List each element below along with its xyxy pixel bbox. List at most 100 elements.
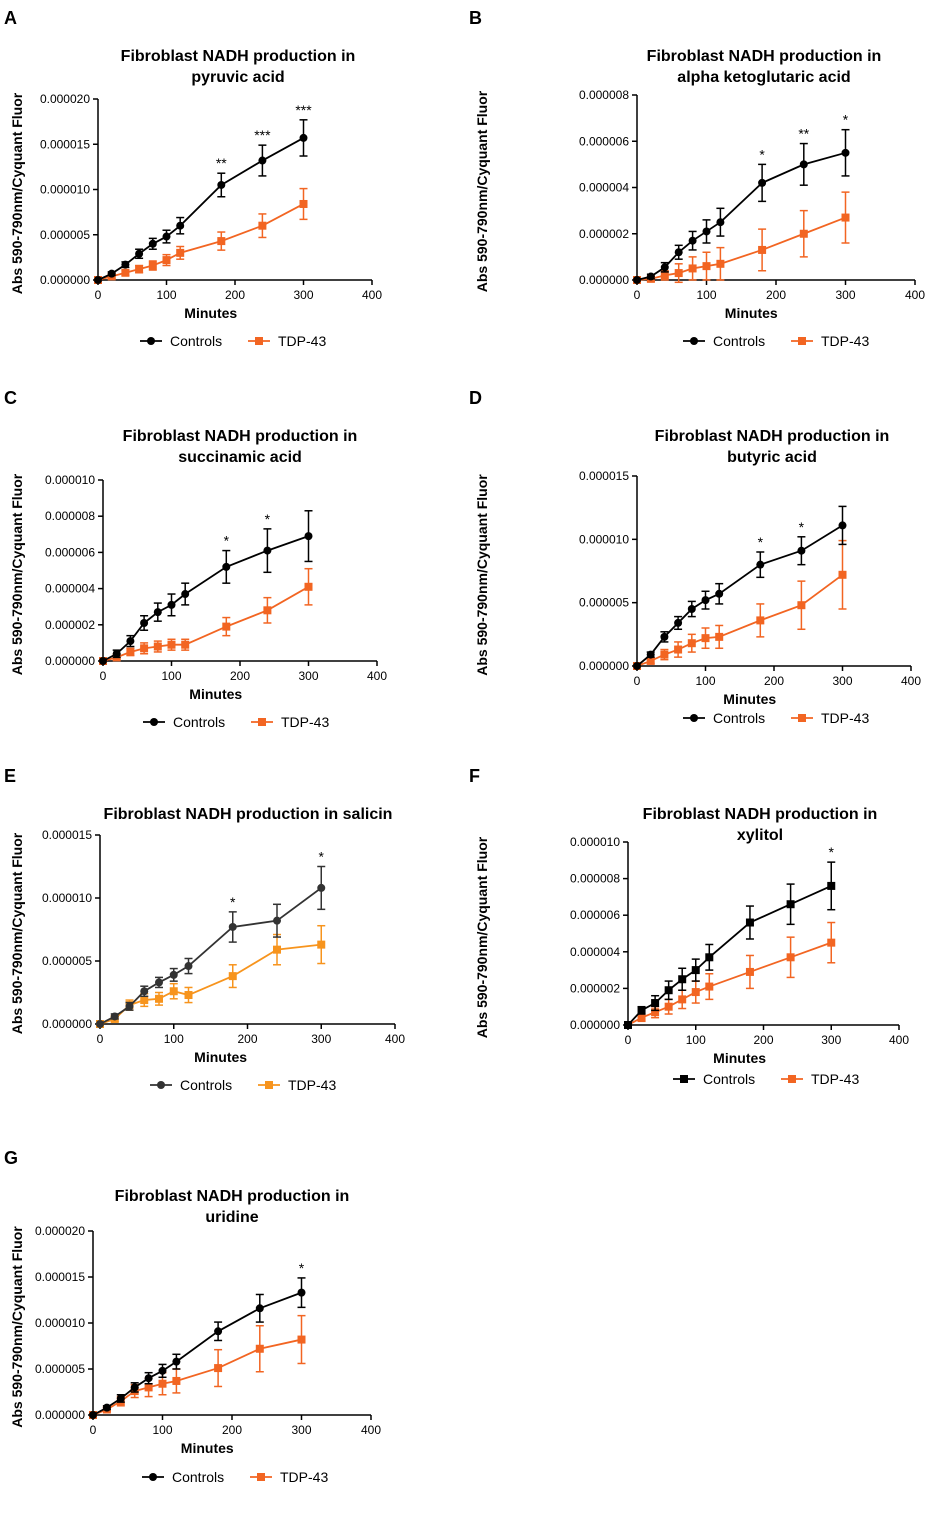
- data-point-tdp-43: [651, 1008, 660, 1017]
- panel-letter: F: [469, 766, 480, 786]
- y-tick-label: 0.000005: [579, 596, 629, 610]
- y-tick-label: 0.000020: [40, 92, 90, 106]
- significance-annotation: *: [319, 849, 325, 865]
- legend-label-tdp-43: TDP-43: [280, 1469, 328, 1485]
- data-point-controls: [660, 632, 669, 641]
- data-point-tdp-43: [304, 582, 313, 591]
- y-tick-label: 0.000004: [570, 945, 620, 959]
- data-point-controls: [745, 918, 754, 927]
- panel-letter: E: [4, 766, 17, 786]
- x-tick-label: 300: [821, 1033, 841, 1047]
- legend-marker-controls: [157, 1081, 165, 1089]
- chart-title-line: Fibroblast NADH production in: [654, 428, 890, 445]
- x-axis-label: Minutes: [184, 305, 237, 321]
- data-point-controls: [112, 649, 121, 658]
- data-point-controls: [140, 618, 149, 627]
- y-tick-label: 0.000000: [579, 659, 629, 673]
- chart-panel-g: G Fibroblast NADH production in uridine 0 10…: [0, 1148, 460, 1516]
- x-tick-label: 300: [293, 288, 313, 302]
- significance-annotation: **: [216, 155, 227, 171]
- data-point-tdp-43: [691, 988, 700, 997]
- series-line-tdp-43: [99, 943, 322, 1025]
- significance-annotation: *: [758, 534, 764, 550]
- y-tick-label: 0.000010: [579, 532, 629, 546]
- legend-marker-controls: [690, 714, 698, 722]
- panel-letter: B: [469, 8, 482, 28]
- data-point-controls: [841, 148, 850, 157]
- chart-panel-a: A Fibroblast NADH production in pyruvic ac…: [0, 8, 460, 376]
- chart-svg-b: 0 100 200 300 400 0.000000 0.000002 0.000004 0.0…: [474, 88, 925, 349]
- data-point-controls: [317, 883, 326, 892]
- data-point-tdp-43: [228, 972, 237, 981]
- data-point-tdp-43: [660, 650, 669, 659]
- y-tick-label: 0.000015: [40, 137, 90, 151]
- legend-marker-tdp-43: [265, 1081, 273, 1089]
- data-point-controls: [674, 618, 683, 627]
- data-point-controls: [827, 881, 836, 890]
- data-point-controls: [116, 1394, 125, 1403]
- data-point-tdp-43: [715, 632, 724, 641]
- data-point-controls: [217, 180, 226, 189]
- chart-title-line: Fibroblast NADH production in: [122, 428, 358, 445]
- data-point-controls: [94, 276, 102, 284]
- data-point-tdp-43: [214, 1364, 223, 1373]
- significance-annotation: **: [798, 126, 809, 142]
- data-point-controls: [135, 249, 144, 258]
- data-point-tdp-43: [646, 656, 655, 665]
- x-tick-label: 300: [835, 288, 855, 302]
- x-tick-label: 100: [695, 674, 715, 688]
- data-point-controls: [786, 900, 795, 909]
- data-point-controls: [255, 1304, 264, 1313]
- data-point-tdp-43: [797, 601, 806, 610]
- y-tick-label: 0.000002: [45, 618, 95, 632]
- chart-title: Fibroblast NADH production in uridine: [32, 1186, 432, 1228]
- chart-title: Fibroblast NADH production in succinamic …: [40, 426, 440, 468]
- data-point-controls: [96, 1020, 104, 1028]
- x-tick-label: 200: [230, 669, 250, 683]
- data-point-controls: [715, 589, 724, 598]
- data-point-tdp-43: [827, 938, 836, 947]
- legend-marker-controls: [680, 1075, 688, 1083]
- y-tick-label: 0.000005: [35, 1362, 85, 1376]
- data-point-controls: [687, 605, 696, 613]
- y-tick-label: 0.000008: [45, 509, 95, 523]
- legend-label-tdp-43: TDP-43: [811, 1071, 859, 1087]
- data-point-controls: [172, 1357, 181, 1366]
- y-tick-label: 0.000000: [579, 273, 629, 287]
- data-point-controls: [701, 596, 710, 605]
- data-point-controls: [664, 986, 673, 995]
- data-point-controls: [297, 1288, 306, 1297]
- data-point-controls: [691, 966, 700, 975]
- data-point-tdp-43: [158, 1379, 167, 1388]
- y-tick-label: 0.000008: [579, 88, 629, 102]
- data-point-controls: [110, 1012, 119, 1021]
- series-line-controls: [627, 885, 832, 1026]
- data-point-controls: [651, 999, 660, 1008]
- x-tick-label: 200: [225, 288, 245, 302]
- x-axis-label: Minutes: [713, 1050, 766, 1066]
- x-tick-label: 0: [634, 288, 641, 302]
- legend-label-tdp-43: TDP-43: [278, 333, 326, 349]
- x-tick-label: 100: [156, 288, 176, 302]
- y-tick-label: 0.000000: [42, 1017, 92, 1031]
- y-tick-label: 0.000004: [579, 181, 629, 195]
- data-point-controls: [258, 156, 267, 165]
- legend-marker-controls: [690, 337, 698, 345]
- legend-label-controls: Controls: [173, 714, 225, 730]
- data-point-tdp-43: [258, 221, 267, 230]
- legend-marker-tdp-43: [798, 337, 806, 345]
- x-tick-label: 400: [367, 669, 387, 683]
- chart-panel-d: D Fibroblast NADH production in butyric ac…: [465, 388, 925, 756]
- legend-marker-tdp-43: [255, 337, 263, 345]
- chart-panel-b: B Fibroblast NADH production in alpha keto…: [465, 8, 925, 376]
- significance-annotation: *: [843, 112, 849, 128]
- x-tick-label: 100: [161, 669, 181, 683]
- legend-marker-controls: [150, 718, 158, 726]
- series-line-controls: [102, 535, 309, 662]
- data-point-controls: [304, 532, 313, 541]
- y-tick-label: 0.000005: [42, 954, 92, 968]
- data-point-controls: [705, 953, 714, 962]
- data-point-tdp-43: [705, 982, 714, 991]
- chart-title-line: succinamic acid: [178, 449, 302, 466]
- x-tick-label: 0: [625, 1033, 632, 1047]
